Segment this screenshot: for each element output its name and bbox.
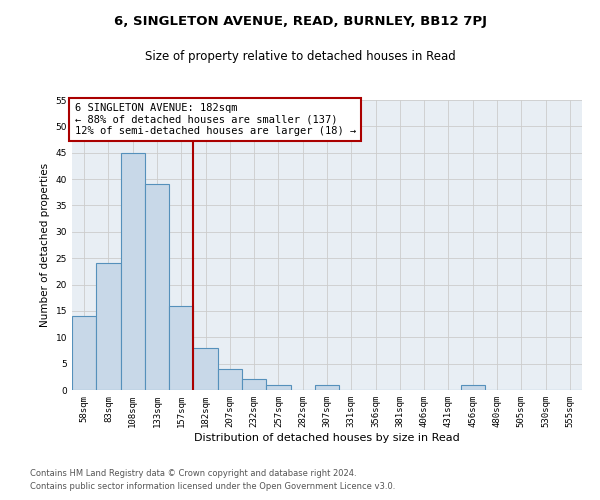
Bar xyxy=(242,380,266,390)
Bar xyxy=(193,348,218,390)
Text: Size of property relative to detached houses in Read: Size of property relative to detached ho… xyxy=(145,50,455,63)
X-axis label: Distribution of detached houses by size in Read: Distribution of detached houses by size … xyxy=(194,432,460,442)
Bar xyxy=(315,384,339,390)
Bar xyxy=(121,152,145,390)
Y-axis label: Number of detached properties: Number of detached properties xyxy=(40,163,50,327)
Bar xyxy=(461,384,485,390)
Bar xyxy=(96,264,121,390)
Bar xyxy=(169,306,193,390)
Text: Contains HM Land Registry data © Crown copyright and database right 2024.: Contains HM Land Registry data © Crown c… xyxy=(30,468,356,477)
Text: 6, SINGLETON AVENUE, READ, BURNLEY, BB12 7PJ: 6, SINGLETON AVENUE, READ, BURNLEY, BB12… xyxy=(113,15,487,28)
Text: 6 SINGLETON AVENUE: 182sqm
← 88% of detached houses are smaller (137)
12% of sem: 6 SINGLETON AVENUE: 182sqm ← 88% of deta… xyxy=(74,103,356,136)
Bar xyxy=(266,384,290,390)
Bar xyxy=(145,184,169,390)
Bar xyxy=(218,369,242,390)
Bar xyxy=(72,316,96,390)
Text: Contains public sector information licensed under the Open Government Licence v3: Contains public sector information licen… xyxy=(30,482,395,491)
